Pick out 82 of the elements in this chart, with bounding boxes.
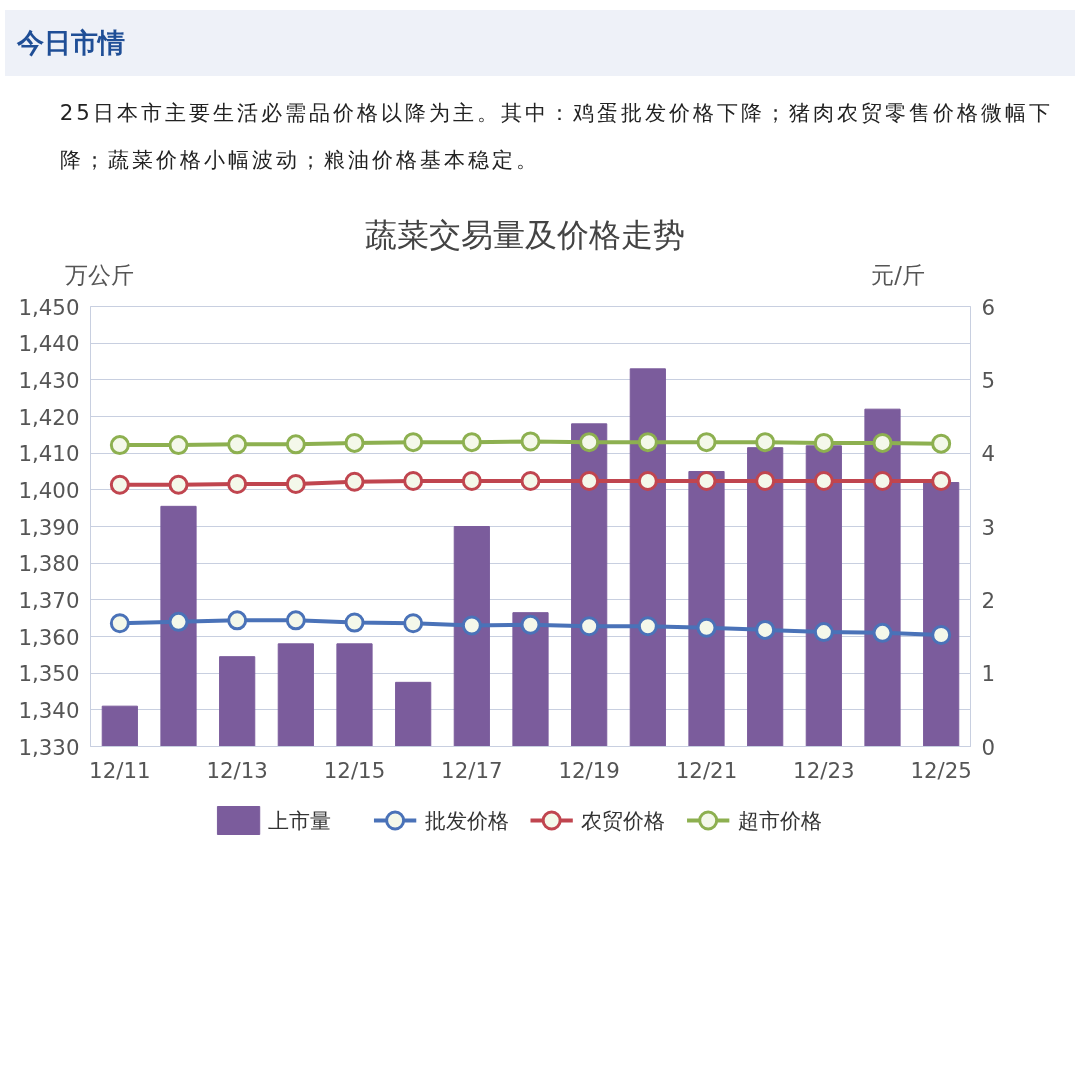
y-tick-label: 1,380	[18, 551, 80, 577]
y2-tick-label: 0	[981, 734, 996, 760]
point	[931, 433, 952, 454]
y2-tick-label: 6	[981, 294, 996, 320]
y2-axis-title: 元/斤	[871, 260, 925, 290]
point	[813, 432, 834, 453]
point	[168, 611, 189, 632]
y-tick-label: 1,330	[18, 734, 80, 760]
point	[403, 432, 424, 453]
x-tick-label: 12/17	[441, 757, 503, 783]
point	[637, 616, 658, 637]
point	[579, 471, 600, 492]
point	[344, 471, 365, 492]
point	[931, 625, 952, 646]
chart-title: 蔬菜交易量及价格走势	[364, 214, 686, 256]
point	[461, 615, 482, 636]
point	[227, 474, 248, 494]
y2-tick-label: 4	[981, 441, 996, 467]
point	[755, 471, 776, 492]
legend-label: 批发价格	[424, 808, 509, 834]
point	[637, 471, 658, 492]
y-axis-title: 万公斤	[65, 260, 134, 290]
point	[813, 622, 834, 643]
y-tick-label: 1,370	[18, 587, 80, 613]
point	[227, 610, 248, 631]
point	[109, 435, 130, 456]
legend-label: 超市价格	[737, 808, 822, 834]
point	[872, 622, 893, 643]
point	[813, 471, 834, 492]
legend-label: 农贸价格	[581, 808, 666, 834]
text: 25日本市主要生活必需品价格以降为主。其中：鸡蛋批发价格下降；猪肉农贸零售价格微幅下降；蔬菜价格小幅波动；粮油价格基本稳定。	[59, 99, 1054, 174]
point	[755, 432, 776, 453]
point	[168, 435, 189, 456]
y2-tick-label: 2	[981, 587, 996, 613]
point	[461, 471, 482, 492]
point	[461, 432, 482, 453]
point	[931, 471, 952, 492]
y-tick-label: 1,360	[18, 624, 80, 650]
x-tick-label: 12/11	[89, 757, 151, 783]
y-tick-label: 1,340	[18, 697, 80, 723]
text: 今日市情	[17, 26, 125, 60]
point	[520, 431, 541, 452]
y-tick-label: 1,440	[18, 331, 80, 357]
y-tick-label: 1,450	[18, 294, 80, 320]
x-tick-label: 12/15	[323, 757, 386, 783]
point	[872, 432, 893, 453]
point	[520, 614, 541, 635]
x-tick-label: 12/13	[206, 757, 268, 783]
y-tick-label: 1,350	[18, 661, 80, 687]
y-tick-label: 1,400	[18, 477, 80, 503]
point	[696, 471, 717, 492]
y2-tick-label: 3	[981, 514, 996, 540]
point	[344, 432, 365, 453]
y-tick-label: 1,430	[18, 367, 80, 393]
point	[403, 471, 424, 492]
point	[872, 471, 893, 492]
x-tick-label: 12/21	[675, 757, 738, 783]
point	[168, 474, 189, 495]
point	[227, 434, 248, 455]
point	[285, 474, 306, 494]
point	[403, 613, 424, 634]
point	[579, 616, 600, 637]
point	[696, 432, 717, 453]
y-tick-label: 1,390	[18, 514, 80, 540]
y2-tick-label: 5	[981, 367, 996, 393]
x-tick-label: 12/23	[793, 757, 855, 783]
point	[520, 471, 541, 492]
point	[285, 434, 306, 455]
point	[285, 610, 306, 631]
point	[344, 612, 365, 633]
x-tick-label: 12/19	[558, 757, 620, 783]
point	[637, 432, 658, 453]
legend-label: 上市量	[268, 808, 332, 834]
point	[755, 619, 776, 640]
y-tick-label: 1,420	[18, 404, 80, 430]
point	[109, 613, 130, 634]
point	[109, 474, 130, 495]
y-tick-label: 1,410	[18, 441, 80, 467]
point	[579, 432, 600, 453]
point	[696, 617, 717, 638]
y2-tick-label: 1	[981, 661, 996, 687]
x-tick-label: 12/25	[910, 757, 972, 783]
